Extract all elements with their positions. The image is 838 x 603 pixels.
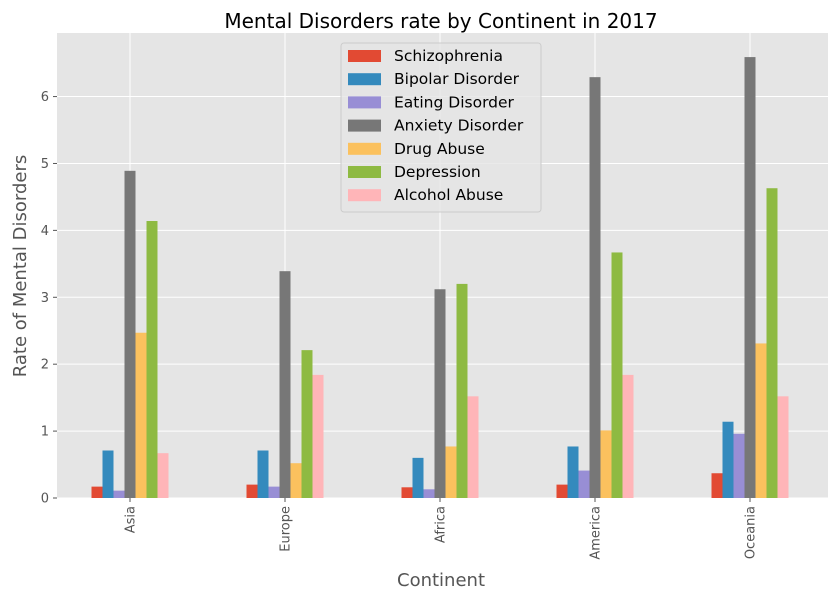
bar [578,470,590,498]
bar [600,430,612,498]
legend-label: Drug Abuse [394,140,485,158]
bar [589,77,601,499]
bar [268,486,280,498]
bar [246,484,258,498]
bar [733,433,745,498]
legend: Schizophrenia Bipolar Disorder Eating Diso… [340,42,542,213]
bar [257,450,269,498]
y-tick-label: 5 [41,157,49,172]
bar [124,170,136,498]
bar [567,446,579,498]
legend-swatch [348,73,381,86]
bar [556,484,568,498]
bar [157,453,169,498]
bar [135,332,147,498]
bar [423,489,435,498]
x-tick-label: Europe [279,506,294,552]
bar [766,188,778,498]
legend-label: Bipolar Disorder [394,70,520,88]
x-tick-label: America [589,506,604,560]
legend-swatch [348,142,381,155]
bar [456,283,468,498]
legend-label: Anxiety Disorder [394,117,524,135]
y-tick-label: 0 [41,492,49,507]
y-tick-label: 3 [41,291,49,306]
x-ticks: Asia Europe Africa America Oceania [124,498,759,560]
legend-swatch [348,166,381,178]
bar [113,490,125,498]
y-tick-label: 2 [41,358,49,373]
bar [91,486,103,498]
y-tick-label: 6 [41,90,49,105]
bar [434,289,446,498]
bar [401,487,413,498]
bar [711,473,723,498]
bar [445,446,457,498]
x-tick-label: Africa [434,506,449,543]
bar [312,374,324,498]
bar [722,421,734,498]
legend-label: Schizophrenia [394,47,503,65]
bar [290,463,302,498]
bar [622,374,634,498]
y-tick-label: 1 [41,425,49,440]
bar [146,221,158,498]
legend-label: Eating Disorder [394,93,515,111]
legend-swatch [348,50,381,62]
bar [467,396,479,498]
legend-box [340,42,542,213]
legend-swatch [348,119,381,132]
legend-swatch [348,189,381,202]
chart-title: Mental Disorders rate by Continent in 20… [224,9,657,33]
x-tick-label: Asia [124,506,139,533]
legend-label: Depression [394,163,481,181]
bar [611,252,623,498]
bar [412,457,424,498]
y-tick-label: 4 [41,224,49,239]
bar [279,271,291,498]
y-ticks: 0 1 2 3 4 5 6 [41,90,57,507]
y-axis-label: Rate of Mental Disorders [10,155,31,378]
bar [777,396,789,498]
bar [755,343,767,498]
bars-group [91,57,789,499]
legend-label: Alcohol Abuse [394,186,503,204]
legend-swatch [348,96,381,109]
bar [301,350,313,498]
bar [102,450,114,498]
x-axis-label: Continent [397,570,485,591]
bar [744,57,756,498]
x-tick-label: Oceania [744,506,759,559]
